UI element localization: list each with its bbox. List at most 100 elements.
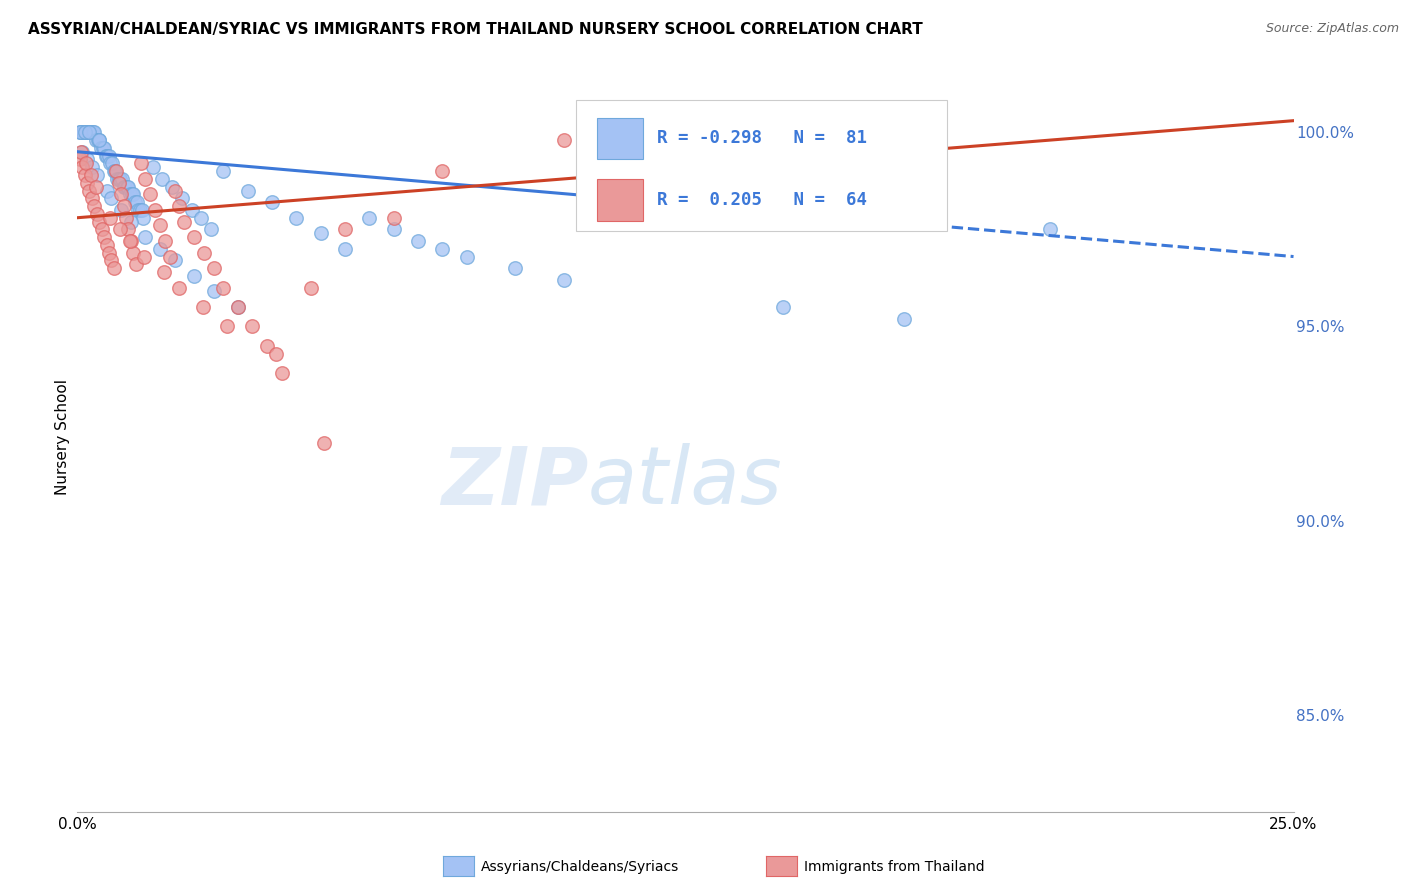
Point	[115, 179, 138, 194]
Point	[169, 199, 191, 213]
Point	[82, 125, 104, 139]
Point	[97, 245, 120, 260]
Point	[73, 125, 96, 139]
Point	[173, 214, 195, 228]
Point	[69, 125, 91, 139]
Point	[70, 161, 93, 175]
Point	[256, 339, 278, 353]
Point	[650, 125, 672, 139]
Point	[75, 156, 97, 170]
Point	[79, 125, 101, 139]
Point	[108, 222, 131, 236]
Point	[117, 179, 139, 194]
Text: Assyrians/Chaldeans/Syriacs: Assyrians/Chaldeans/Syriacs	[481, 860, 679, 874]
Point	[299, 280, 322, 294]
Point	[79, 125, 101, 139]
Point	[270, 366, 292, 380]
Y-axis label: Nursery School: Nursery School	[55, 379, 70, 495]
Point	[120, 214, 142, 228]
Point	[70, 145, 93, 159]
Point	[73, 125, 96, 139]
Text: R =  0.205   N =  64: R = 0.205 N = 64	[658, 191, 868, 209]
Point	[108, 172, 131, 186]
Point	[127, 202, 149, 217]
Point	[89, 133, 111, 147]
Point	[129, 156, 152, 170]
Point	[432, 164, 454, 178]
Point	[236, 184, 259, 198]
Point	[260, 195, 283, 210]
Point	[134, 230, 156, 244]
Text: ASSYRIAN/CHALDEAN/SYRIAC VS IMMIGRANTS FROM THAILAND NURSERY SCHOOL CORRELATION : ASSYRIAN/CHALDEAN/SYRIAC VS IMMIGRANTS F…	[28, 22, 922, 37]
Point	[96, 184, 118, 198]
Point	[149, 219, 172, 233]
Point	[75, 125, 97, 139]
Point	[84, 179, 107, 194]
Point	[202, 261, 225, 276]
Point	[121, 187, 143, 202]
Point	[128, 202, 150, 217]
Point	[86, 207, 108, 221]
Point	[79, 184, 101, 198]
Point	[167, 280, 190, 294]
Point	[139, 187, 162, 202]
Point	[772, 300, 794, 314]
Point	[97, 148, 120, 162]
Point	[114, 179, 136, 194]
Point	[76, 176, 98, 190]
Point	[69, 125, 91, 139]
Point	[103, 261, 125, 276]
Point	[124, 195, 146, 210]
Point	[90, 222, 112, 236]
Point	[190, 211, 212, 225]
Point	[160, 179, 183, 194]
Point	[183, 230, 205, 244]
Point	[73, 168, 96, 182]
Point	[143, 202, 166, 217]
Point	[105, 172, 128, 186]
Point	[91, 141, 114, 155]
Point	[112, 199, 135, 213]
Point	[163, 184, 186, 198]
Point	[125, 257, 148, 271]
Point	[226, 300, 249, 314]
Point	[83, 125, 105, 139]
Point	[118, 187, 141, 202]
Point	[134, 172, 156, 186]
Point	[242, 319, 264, 334]
Bar	[596, 179, 643, 220]
Point	[159, 250, 181, 264]
Point	[226, 300, 249, 314]
Point	[93, 230, 115, 244]
Point	[153, 234, 176, 248]
Point	[285, 211, 308, 225]
Point	[152, 172, 174, 186]
Point	[100, 253, 122, 268]
Point	[314, 436, 336, 450]
Point	[264, 346, 287, 360]
Point	[117, 222, 139, 236]
Point	[1039, 222, 1062, 236]
Point	[183, 268, 205, 283]
Point	[84, 133, 107, 147]
Point	[200, 222, 222, 236]
Point	[553, 133, 575, 147]
Point	[90, 141, 112, 155]
Point	[120, 234, 142, 248]
Point	[70, 145, 93, 159]
Point	[89, 133, 111, 147]
Point	[115, 211, 138, 225]
Text: Source: ZipAtlas.com: Source: ZipAtlas.com	[1265, 22, 1399, 36]
Point	[100, 191, 122, 205]
Point	[163, 253, 186, 268]
Point	[94, 148, 117, 162]
Point	[149, 242, 172, 256]
Point	[333, 222, 356, 236]
Point	[122, 187, 145, 202]
Point	[893, 311, 915, 326]
Point	[131, 202, 153, 217]
Point	[100, 156, 122, 170]
Point	[212, 164, 235, 178]
Point	[104, 164, 127, 178]
Point	[309, 227, 332, 241]
